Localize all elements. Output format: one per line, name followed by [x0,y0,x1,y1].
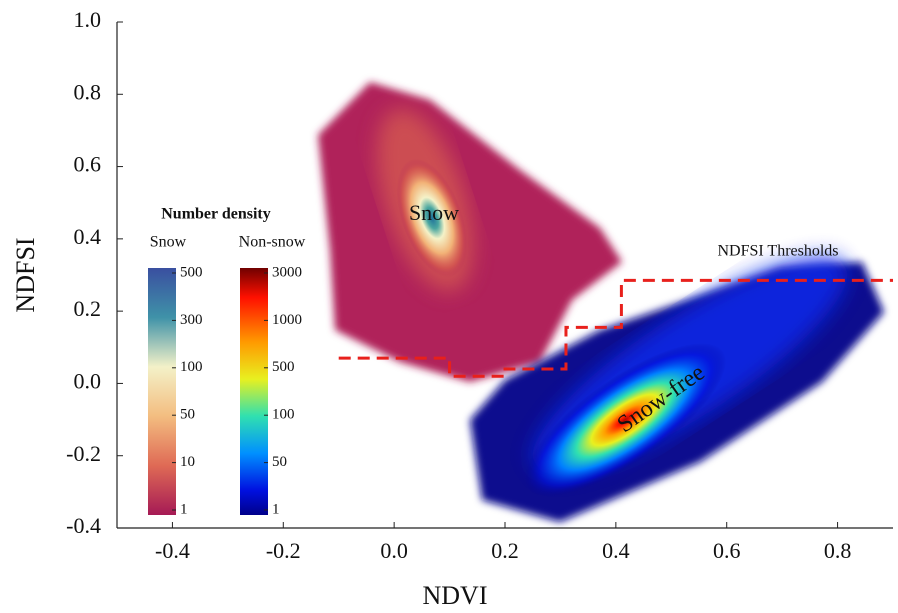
threshold-label: NDFSI Thresholds [717,243,838,260]
colorbar-label: Snow [150,234,187,251]
colorbar-tick-label: 1000 [272,312,302,328]
x-axis-title: NDVI [423,581,488,610]
y-axis-title: NDFSI [11,237,40,312]
colorbar-tick-label: 50 [180,407,195,423]
colorbar-tick-label: 100 [180,359,203,375]
x-tick-label: -0.4 [155,538,190,563]
colorbar-tick-label: 3000 [272,264,302,280]
colorbar-tick-label: 500 [272,359,295,375]
colorbar-title: Number density [161,206,271,223]
snow-core [396,158,468,278]
colorbar-tick-label: 300 [180,312,203,328]
x-tick-label: 0.8 [824,538,852,563]
y-tick-label: 0.8 [74,79,102,104]
colorbar-tick-label: 100 [272,407,295,423]
x-tick-label: 0.4 [602,538,630,563]
colorbar-label: Non-snow [239,234,306,251]
x-tick-label: 0.6 [713,538,741,563]
threshold-line [338,278,893,378]
x-tick-label: -0.2 [266,538,301,563]
colorbar-tick-label: 50 [272,454,287,470]
density-clouds [318,82,884,522]
y-tick-label: -0.4 [66,513,101,538]
y-tick-label: 1.0 [74,7,102,32]
y-tick-label: -0.2 [66,441,101,466]
colorbar-tick-label: 1 [272,501,280,517]
colorbar [240,268,268,515]
colorbar-tick-label: 10 [180,454,195,470]
y-tick-label: 0.2 [74,296,102,321]
colorbar-tick-label: 500 [180,264,203,280]
snow-free-core [523,343,727,497]
y-tick-label: 0.4 [74,224,102,249]
x-tick-label: 0.0 [380,538,408,563]
x-tick-label: 0.2 [491,538,519,563]
annotation: Snow [409,200,459,225]
y-tick-label: 0.0 [74,368,102,393]
colorbar [148,268,176,515]
y-tick-label: 0.6 [74,152,102,177]
colorbar-tick-label: 1 [180,501,188,517]
